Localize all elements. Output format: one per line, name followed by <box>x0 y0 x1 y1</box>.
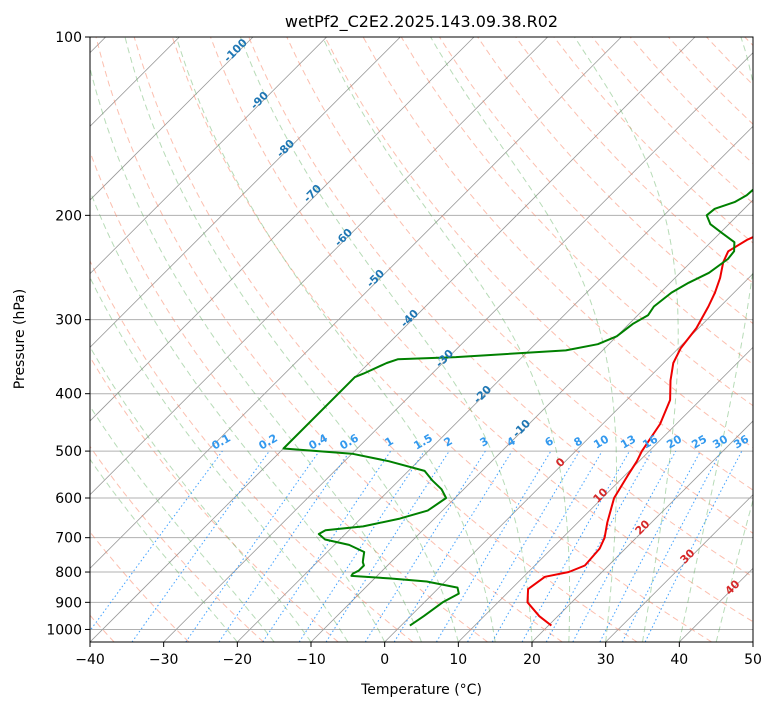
y-tick-label: 300 <box>55 313 82 329</box>
x-tick-label: −40 <box>75 652 105 668</box>
x-tick-label: 50 <box>744 652 762 668</box>
y-tick-label: 800 <box>55 565 82 581</box>
x-tick-label: −10 <box>296 652 326 668</box>
y-tick-label: 400 <box>55 387 82 403</box>
y-tick-label: 200 <box>55 208 82 224</box>
x-tick-label: −30 <box>149 652 179 668</box>
y-tick-label: 900 <box>55 595 82 611</box>
x-tick-label: −20 <box>223 652 253 668</box>
x-tick-label: 20 <box>523 652 541 668</box>
x-tick-label: 0 <box>380 652 389 668</box>
y-tick-label: 500 <box>55 444 82 460</box>
x-tick-label: 40 <box>670 652 688 668</box>
y-tick-label: 700 <box>55 531 82 547</box>
y-tick-label: 1000 <box>46 622 82 638</box>
x-tick-label: 30 <box>597 652 615 668</box>
x-tick-label: 10 <box>449 652 467 668</box>
chart-title: wetPf2_C2E2.2025.143.09.38.R02 <box>285 12 558 32</box>
x-axis-label: Temperature (°C) <box>360 682 482 698</box>
y-tick-label: 100 <box>55 30 82 46</box>
y-axis-label: Pressure (hPa) <box>12 289 28 389</box>
y-tick-label: 600 <box>55 491 82 507</box>
